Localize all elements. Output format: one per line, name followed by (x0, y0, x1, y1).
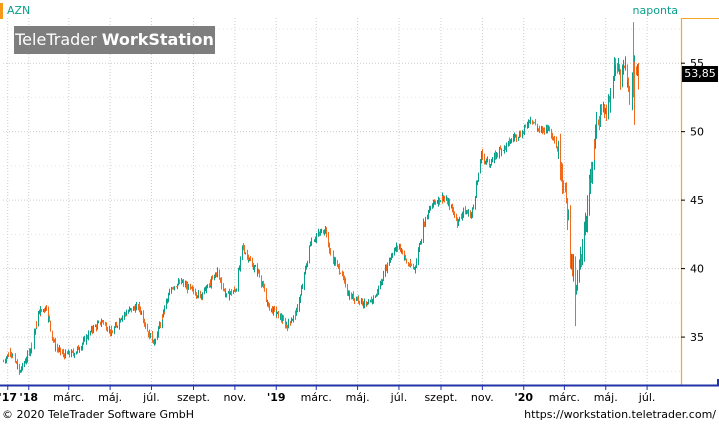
x-tick-label: márc. (53, 391, 84, 404)
x-tick-label: '20 (514, 391, 533, 404)
y-tick-label: 40 (690, 263, 704, 276)
x-tick-label: márc. (301, 391, 332, 404)
watermark-logo: TeleTrader WorkStation (14, 26, 215, 54)
y-tick-label: 50 (690, 126, 704, 139)
watermark-regular: TeleTrader (15, 30, 102, 49)
y-tick-label: 35 (690, 331, 704, 344)
x-tick-label: máj. (594, 391, 618, 404)
y-tick-label: 45 (690, 194, 704, 207)
symbol-label: AZN (7, 4, 31, 17)
watermark-bold: WorkStation (101, 30, 214, 49)
x-tick-label: júl. (142, 391, 160, 404)
x-tick-label: nov. (223, 391, 246, 404)
chart-candles (3, 22, 639, 375)
x-tick-label: máj. (346, 391, 370, 404)
x-tick-label: szept. (424, 391, 457, 404)
symbol-color-marker (0, 3, 3, 19)
x-tick-label: júl. (638, 391, 656, 404)
x-tick-label: szept. (177, 391, 210, 404)
x-tick-label: nov. (471, 391, 494, 404)
chart-gridlines (3, 18, 681, 385)
x-tick-labels: '17'18 márc. máj. júl. szept. nov. '19 márc. máj… (0, 391, 655, 404)
x-tick-label: '19 (267, 391, 286, 404)
x-tick-label: máj. (98, 391, 122, 404)
x-tick-label: '17 (0, 391, 17, 404)
last-price-badge: 53,85 (682, 66, 718, 82)
x-tick-label: '18 (19, 391, 38, 404)
x-tick-label: márc. (549, 391, 580, 404)
copyright-text: © 2020 TeleTrader Software GmbH (2, 408, 195, 421)
price-axis-area (681, 0, 719, 385)
x-tick-label: júl. (390, 391, 408, 404)
source-url-link[interactable]: https://workstation.teletrader.com/ (524, 408, 716, 421)
period-label[interactable]: naponta (632, 4, 678, 17)
chart-axes (0, 0, 719, 390)
